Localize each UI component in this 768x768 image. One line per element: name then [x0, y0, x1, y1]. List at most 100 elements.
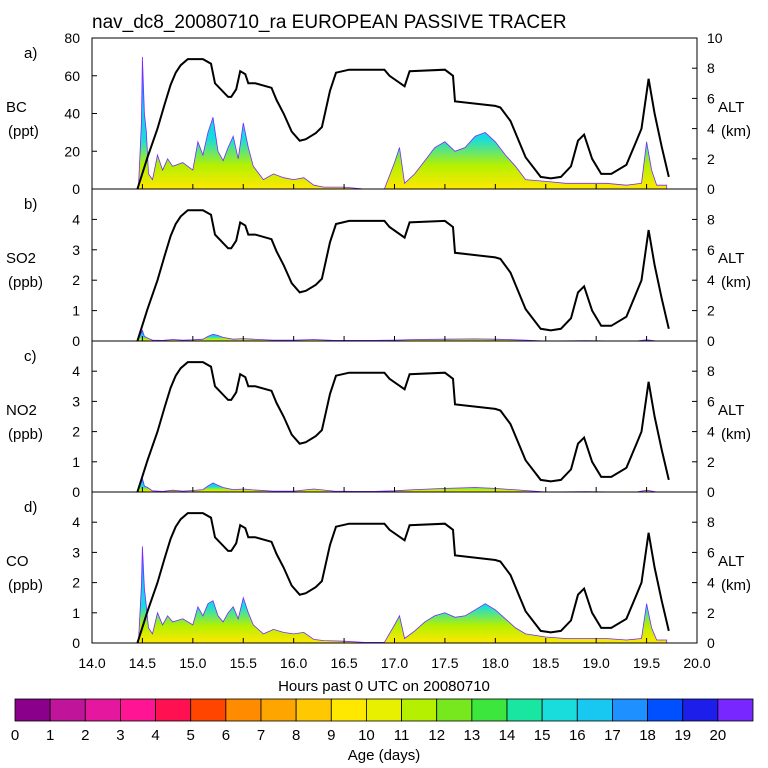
x-tick-label: 20.0 [683, 655, 710, 671]
colorbar: 0 1 2 3 4 5 6 7 8 9 10 11 12 13 14 15 16 17 18 19 20 [11, 698, 754, 744]
colorbar-tick-label: 11 [394, 727, 410, 744]
alt-units-label: (km) [721, 123, 751, 140]
left-tick-label: 0 [72, 181, 80, 197]
colorbar-swatch [155, 698, 192, 722]
panel-bc: 0 20 40 60 80 0 2 4 6 8 10 a) BC (ppt) ALT (km) [6, 30, 751, 197]
colorbar-swatch [471, 698, 508, 722]
left-tick-label: 1 [72, 454, 80, 470]
altitude-line [136, 209, 670, 342]
alt-label: ALT [718, 402, 744, 419]
colorbar-swatch [330, 698, 367, 722]
alt-label: ALT [718, 99, 744, 116]
colorbar-tick-label: 4 [151, 727, 159, 744]
colorbar-swatch [49, 698, 86, 722]
units-label: (ppb) [8, 274, 43, 291]
colorbar-swatch [541, 698, 578, 722]
right-tick-label: 8 [707, 514, 715, 530]
panel-frame [91, 340, 698, 493]
left-tick-label: 1 [72, 605, 80, 621]
panel-letter: c) [24, 348, 37, 365]
right-tick-label: 0 [707, 484, 715, 500]
colorbar-tick-label: 20 [710, 727, 727, 744]
species-label: SO2 [6, 250, 36, 267]
tracer-area [136, 477, 667, 493]
colorbar-swatch [295, 698, 332, 722]
colorbar-tick-label: 8 [292, 727, 300, 744]
x-tick-label: 14.0 [78, 655, 105, 671]
altitude-line [136, 512, 670, 644]
alt-units-label: (km) [721, 577, 751, 594]
colorbar-tick-label: 16 [569, 727, 586, 744]
colorbar-label: Age (days) [348, 747, 421, 764]
species-label: NO2 [6, 402, 37, 419]
species-label: BC [6, 99, 27, 116]
colorbar-tick-label: 14 [499, 727, 516, 744]
colorbar-tick-label: 2 [81, 727, 89, 744]
x-axis-label: Hours past 0 UTC on 20080710 [278, 678, 490, 695]
left-tick-label: 2 [72, 272, 80, 288]
panel-so2: 0 1 2 3 4 0 2 4 6 8 b) SO2 (ppb) ALT (km) [6, 188, 751, 349]
left-tick-label: 4 [72, 211, 80, 227]
right-tick-label: 8 [707, 363, 715, 379]
left-tick-label: 4 [72, 363, 80, 379]
x-tick-label: 16.5 [330, 655, 357, 671]
colorbar-tick-label: 15 [534, 727, 551, 744]
x-tick-label: 19.5 [633, 655, 660, 671]
alt-label: ALT [718, 250, 744, 267]
right-tick-label: 4 [707, 121, 715, 137]
species-label: CO [6, 553, 29, 570]
left-tick-label: 2 [72, 575, 80, 591]
left-tick-label: 0 [72, 635, 80, 651]
right-tick-label: 2 [707, 303, 715, 319]
right-tick-label: 0 [707, 181, 715, 197]
x-tick-label: 16.0 [280, 655, 307, 671]
left-tick-label: 0 [72, 484, 80, 500]
right-tick-label: 2 [707, 151, 715, 167]
colorbar-tick-label: 12 [428, 727, 445, 744]
figure-title: nav_dc8_20080710_ra EUROPEAN PASSIVE TRA… [92, 12, 567, 33]
x-tick-label: 17.0 [381, 655, 408, 671]
colorbar-tick-label: 7 [257, 727, 265, 744]
right-tick-label: 4 [707, 575, 715, 591]
colorbar-swatch [682, 698, 719, 722]
right-tick-label: 6 [707, 393, 715, 409]
panel-letter: b) [24, 196, 37, 213]
left-tick-label: 3 [72, 242, 80, 258]
x-tick-label: 15.0 [179, 655, 206, 671]
tracer-area [137, 56, 668, 190]
left-tick-label: 3 [72, 544, 80, 560]
right-tick-label: 6 [707, 90, 715, 106]
units-label: (ppt) [8, 123, 39, 140]
colorbar-swatch [14, 698, 51, 722]
units-label: (ppb) [8, 426, 43, 443]
left-tick-label: 3 [72, 393, 80, 409]
altitude-line [136, 361, 670, 493]
right-tick-label: 6 [707, 242, 715, 258]
left-tick-label: 20 [64, 143, 80, 159]
altitude-line [136, 58, 670, 190]
alt-label: ALT [718, 553, 744, 570]
tracer-area [137, 546, 668, 644]
x-tick-label: 15.5 [230, 655, 257, 671]
panel-no2: 0 1 2 3 4 0 2 4 6 8 c) NO2 (ppb) ALT (km) [6, 340, 751, 500]
colorbar-swatch [225, 698, 262, 722]
x-tick-label: 14.5 [129, 655, 156, 671]
right-tick-label: 6 [707, 544, 715, 560]
left-tick-label: 80 [64, 30, 80, 46]
colorbar-tick-label: 5 [187, 727, 195, 744]
left-tick-label: 4 [72, 514, 80, 530]
colorbar-tick-label: 10 [358, 727, 375, 744]
colorbar-tick-label: 6 [222, 727, 230, 744]
x-tick-label: 18.0 [482, 655, 509, 671]
colorbar-tick-label: 18 [639, 727, 656, 744]
panel-letter: d) [24, 499, 37, 516]
panels: 0204060800246810a)BC(ppt)ALT(km)01234024… [6, 30, 751, 671]
right-tick-label: 10 [707, 30, 723, 46]
right-tick-label: 0 [707, 635, 715, 651]
x-tick-label: 18.5 [532, 655, 559, 671]
colorbar-tick-label: 19 [674, 727, 691, 744]
colorbar-tick-label: 13 [464, 727, 481, 744]
right-tick-label: 2 [707, 454, 715, 470]
left-tick-label: 1 [72, 303, 80, 319]
